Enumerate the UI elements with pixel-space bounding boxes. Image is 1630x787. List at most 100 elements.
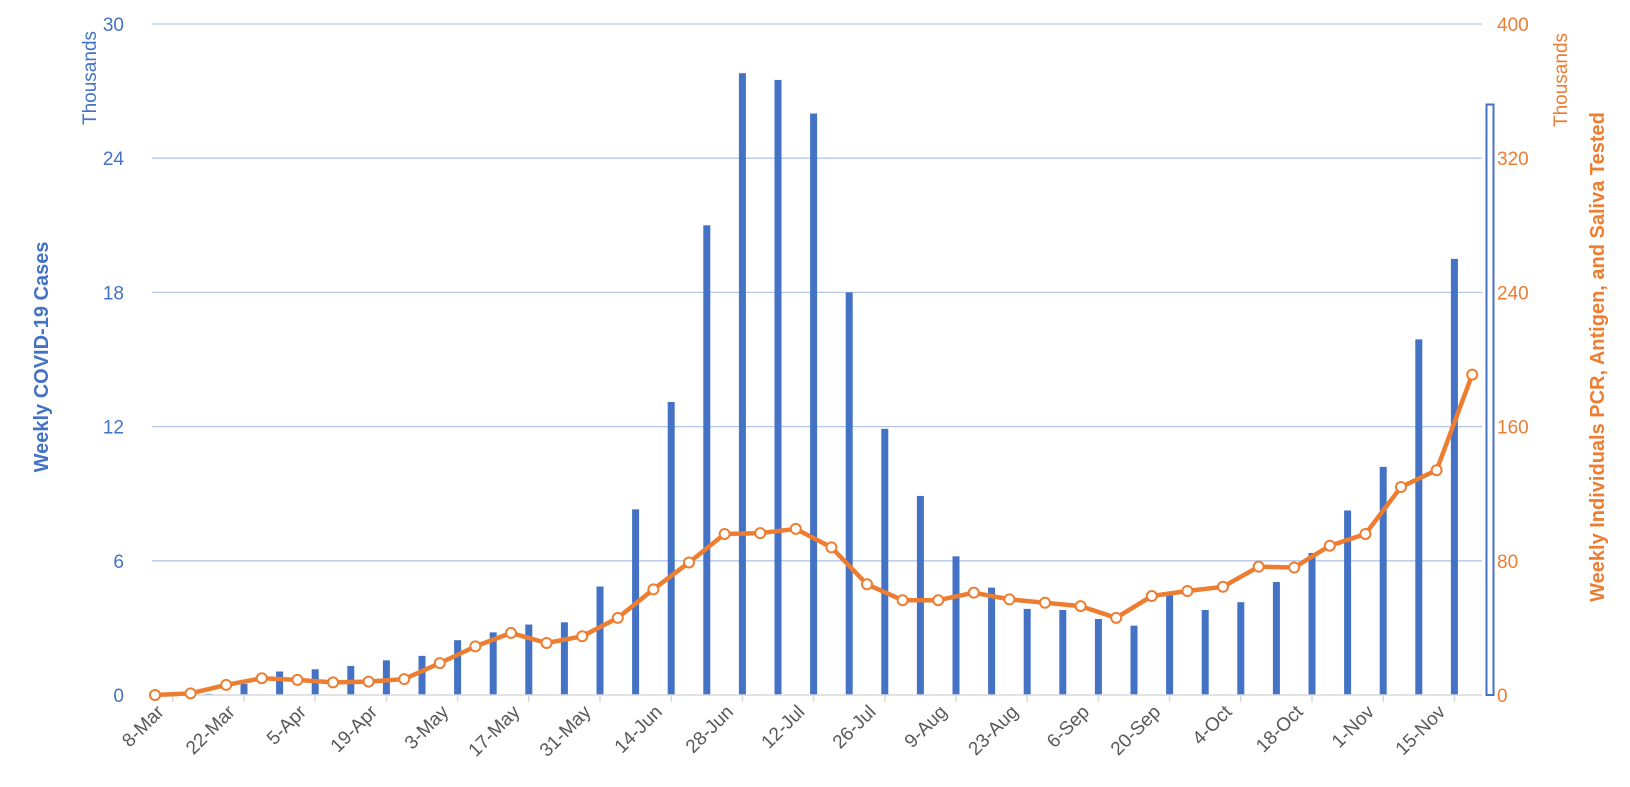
tests-marker [149,689,161,701]
x-tick-label: 20-Sep [1107,702,1165,760]
tests-marker [1288,561,1301,574]
tests-marker [718,527,731,540]
x-tick-label: 8-Mar [118,701,168,751]
right-axis-tick-labels: 0 80 160 240 320 400 [1497,15,1529,707]
right-axis-unit: Thousands [1551,33,1572,127]
tests-marker [255,672,268,685]
case-bar [454,640,462,695]
case-bar [667,401,675,695]
case-bars [204,73,1495,696]
tests-marker [1181,584,1194,597]
right-axis-title: Weekly Individuals PCR, Antigen, and Sal… [1587,112,1609,602]
tests-marker [433,657,446,670]
x-tick-label: 19-Apr [327,701,383,757]
case-bar [1450,258,1458,695]
tests-marker [825,541,838,554]
tests-marker [291,673,304,686]
tests-marker [896,594,909,607]
case-bar [1272,582,1280,695]
case-bar [774,79,782,695]
case-bar [810,113,818,695]
left-tick-label: 30 [103,15,124,36]
case-bar [240,683,248,695]
x-tick-label: 12-Jul [758,702,809,753]
right-tick-label: 240 [1497,283,1529,304]
case-bar [560,622,568,695]
tests-marker [1323,539,1336,552]
x-tick-label: 17-May [465,701,525,761]
tests-marker [789,522,802,535]
case-bar [489,632,497,695]
tests-marker [220,678,233,691]
left-tick-label: 24 [103,149,125,170]
case-bar [1201,610,1209,695]
case-bar [1379,466,1387,695]
x-tick-label: 23-Aug [965,702,1023,760]
x-axis-tick-labels: 8-Mar 22-Mar 5-Apr 19-Apr 3-May 17-May 31-May 1… [118,701,1450,761]
case-bar [988,587,996,695]
left-tick-label: 18 [103,283,124,304]
tests-marker [505,626,517,639]
case-bar [276,671,284,695]
left-axis-title: Weekly COVID-19 Cases [31,242,53,473]
case-bar [1485,103,1495,696]
x-tick-label: 28-Jun [682,702,738,758]
case-bar [1023,608,1031,695]
tests-marker [1003,593,1016,606]
left-tick-label: 0 [113,686,124,707]
x-tick-label: 22-Mar [182,701,240,759]
x-tick-label: 1-Nov [1328,701,1379,752]
case-bar [1237,602,1245,695]
tests-marker [611,611,624,624]
x-tick-label: 6-Sep [1043,702,1094,753]
x-tick-label: 14-Jun [611,702,667,758]
left-axis-tick-labels: 0 6 12 18 24 30 [103,15,125,707]
tests-marker [362,675,375,688]
tests-marker [1430,464,1443,477]
x-tick-label: 3-May [401,701,454,754]
tests-line-series [149,368,1479,701]
x-tick-label: 18-Oct [1252,701,1308,757]
case-bar [1059,610,1067,695]
right-tick-label: 160 [1497,418,1529,439]
tests-marker [398,673,411,686]
tests-marker [1466,368,1479,381]
tests-marker [1252,560,1265,573]
tests-marker [576,630,589,643]
case-bar [1094,618,1102,695]
tests-marker [683,556,695,569]
tests-marker [932,594,945,607]
x-axis-ticks [172,695,1456,702]
tests-marker [1074,600,1087,613]
case-bar [845,292,853,695]
x-tick-label: 15-Nov [1392,701,1451,760]
case-bar [418,655,426,695]
tests-marker [184,687,197,700]
case-bar [1308,552,1316,695]
case-bar [596,586,604,695]
case-bar [916,495,924,695]
x-tick-label: 26-Jul [829,702,880,753]
case-bar [1415,339,1423,695]
tests-marker [1145,590,1158,603]
left-tick-label: 6 [113,552,124,573]
right-tick-label: 0 [1497,686,1508,707]
case-bar [1130,625,1138,695]
tests-marker [1217,580,1229,593]
tests-marker [1039,596,1051,609]
case-bar [738,73,746,695]
case-bar [525,624,533,695]
tests-marker [861,578,873,591]
case-bar [382,660,390,695]
tests-marker [540,636,553,649]
case-bar [952,556,960,695]
tests-marker [1110,611,1123,624]
left-tick-label: 12 [103,418,124,439]
x-tick-label: 5-Apr [263,701,311,749]
left-axis-unit: Thousands [80,31,101,125]
tests-marker [469,640,482,653]
tests-marker [1395,480,1407,493]
x-tick-label: 9-Aug [901,702,952,753]
tests-marker [754,527,767,540]
